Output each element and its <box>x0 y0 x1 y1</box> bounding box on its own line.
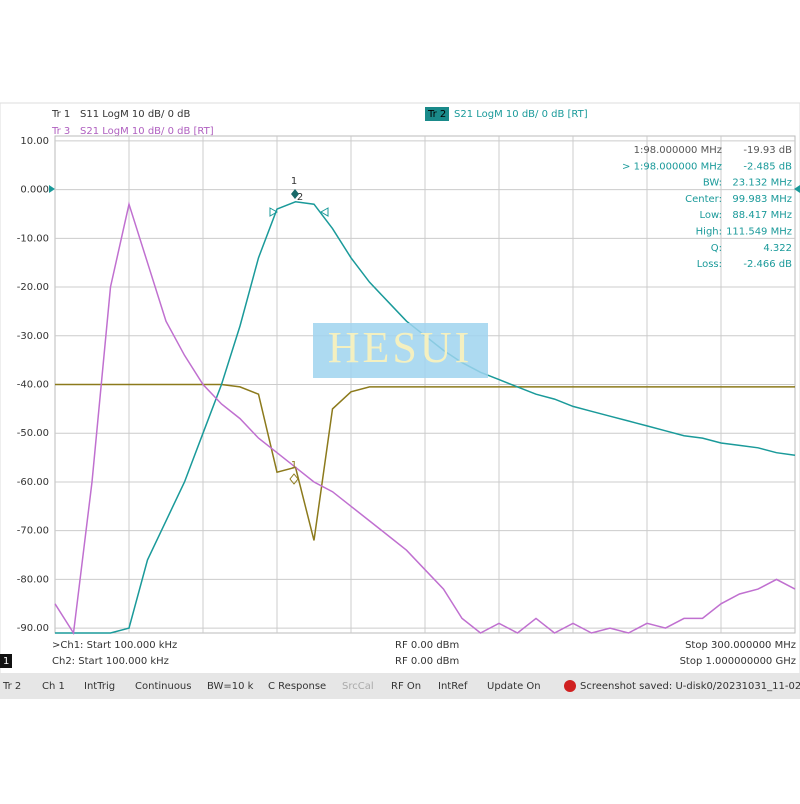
channel-start: >Ch1: Start 100.000 kHz <box>52 640 177 651</box>
trace-text: S21 LogM 10 dB/ 0 dB [RT] <box>80 126 214 137</box>
channel-rf: RF 0.00 dBm <box>395 656 459 667</box>
trace-label: Tr 1 <box>51 109 70 120</box>
channel-stop: Stop 1.000000000 GHz <box>680 656 796 667</box>
trace <box>54 201 796 636</box>
channel-start: Ch2: Start 100.000 kHz <box>52 656 169 667</box>
status-item: Update On <box>487 681 541 692</box>
marker-diamond <box>291 189 299 199</box>
y-tick-label: -30.00 <box>17 331 49 342</box>
window-badge-box <box>0 654 12 668</box>
y-tick-label: -50.00 <box>17 428 49 439</box>
bw-marker <box>269 207 279 217</box>
readout-label: 1:98.000000 MHz <box>634 145 722 156</box>
readout-value: -2.485 dB <box>743 161 792 172</box>
y-tick-label: -70.00 <box>17 526 49 537</box>
readout-value: -19.93 dB <box>743 145 792 156</box>
trace-text: S11 LogM 10 dB/ 0 dB <box>80 109 190 120</box>
y-tick-label: -20.00 <box>17 282 49 293</box>
status-item: IntRef <box>438 681 468 692</box>
status-item: Tr 2 <box>2 681 21 692</box>
ref-marker <box>794 185 800 193</box>
marker-label: 1 <box>291 460 297 471</box>
window-badge: 1 <box>3 656 9 667</box>
readout-value: -2.466 dB <box>743 259 792 270</box>
status-bar <box>0 673 800 699</box>
readout-label: High: <box>696 227 722 238</box>
readout-label: BW: <box>703 178 722 189</box>
readout-value: 111.549 MHz <box>726 227 792 238</box>
y-tick-label: 10.00 <box>20 136 49 147</box>
bw-marker <box>319 207 329 217</box>
marker-label: 2 <box>297 192 303 203</box>
channel-info: >Ch1: Start 100.000 kHz RF 0.00 dBm Stop 3… <box>52 640 796 667</box>
status-item: Continuous <box>135 681 191 692</box>
record-icon <box>564 680 576 692</box>
status-item: BW=10 k <box>207 681 254 692</box>
marker-diamond <box>289 473 299 485</box>
status-item: IntTrig <box>84 681 115 692</box>
readout: 1:98.000000 MHz -19.93 dB > 1:98.000000 MH… <box>622 145 792 270</box>
status-item: SrcCal <box>342 681 374 692</box>
y-tick-label: -90.00 <box>17 623 49 634</box>
trace-label: Tr 2 <box>427 109 446 120</box>
readout-label: Low: <box>699 210 722 221</box>
status-item: C Response <box>268 681 326 692</box>
trace-text: S21 LogM 10 dB/ 0 dB [RT] <box>454 109 588 120</box>
status-item: Ch 1 <box>42 681 65 692</box>
readout-value: 23.132 MHz <box>732 178 792 189</box>
active-trace-box <box>425 107 449 121</box>
trace-label: Tr 3 <box>51 126 70 137</box>
trace <box>55 383 795 541</box>
watermark-box <box>313 323 488 378</box>
plot <box>54 135 796 636</box>
status-message: Screenshot saved: U-disk0/20231031_11-02… <box>580 681 800 692</box>
channel-stop: Stop 300.000000 MHz <box>685 640 796 651</box>
y-tick-label: -80.00 <box>17 574 49 585</box>
readout-label: Loss: <box>697 259 722 270</box>
channel-rf: RF 0.00 dBm <box>395 640 459 651</box>
y-tick-label: 0.000 <box>20 185 49 196</box>
y-tick-label: -60.00 <box>17 477 49 488</box>
status-items: Tr 2 Ch 1 IntTrig Continuous BW=10 k C Respon… <box>2 681 541 692</box>
readout-label: Center: <box>685 194 722 205</box>
readout-value: 99.983 MHz <box>732 194 792 205</box>
y-tick-label: -40.00 <box>17 380 49 391</box>
readout-label: > 1:98.000000 MHz <box>622 161 722 172</box>
marker-label: 1 <box>291 176 297 187</box>
watermark: HESUI <box>328 323 473 372</box>
ref-marker <box>49 185 55 193</box>
readout-label: Q: <box>711 243 722 254</box>
status-item: RF On <box>391 681 421 692</box>
y-tick-label: -10.00 <box>17 233 49 244</box>
readout-value: 88.417 MHz <box>732 210 792 221</box>
readout-value: 4.322 <box>763 243 792 254</box>
